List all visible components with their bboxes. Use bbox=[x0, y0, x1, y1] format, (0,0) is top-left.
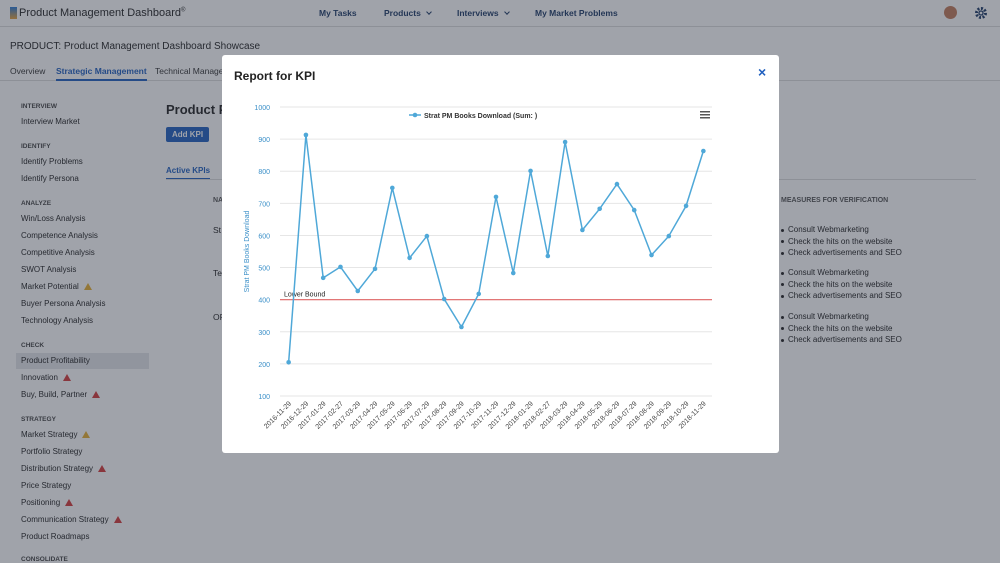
measure-item: Check advertisements and SEO bbox=[788, 291, 902, 301]
nav-item[interactable]: Interviews bbox=[457, 8, 510, 18]
sidebar-item[interactable]: Positioning bbox=[21, 498, 74, 507]
settings-icon[interactable] bbox=[974, 6, 988, 20]
avatar[interactable] bbox=[944, 6, 957, 19]
bullet bbox=[781, 327, 784, 331]
sidebar-item[interactable]: Portfolio Strategy bbox=[21, 447, 83, 456]
sidebar-item[interactable]: Technology Analysis bbox=[21, 316, 94, 325]
alert-icon bbox=[62, 374, 71, 381]
sidebar-item[interactable]: Competence Analysis bbox=[21, 231, 98, 240]
logo bbox=[10, 7, 17, 19]
sidebar-item[interactable]: Identify Problems bbox=[21, 157, 83, 166]
bullet bbox=[781, 315, 784, 319]
alert-icon bbox=[83, 283, 92, 290]
sidebar-item[interactable]: Product Roadmaps bbox=[21, 532, 90, 541]
modal-title: Report for KPI bbox=[234, 69, 316, 83]
measure-item: Check advertisements and SEO bbox=[788, 335, 902, 345]
alert-icon bbox=[82, 431, 91, 438]
brand[interactable]: Product Management Dashboard® bbox=[19, 7, 185, 19]
sidebar-item[interactable]: Market Potential bbox=[21, 282, 92, 291]
measure-item: Consult Webmarketing bbox=[788, 312, 869, 321]
sidebar-item[interactable]: Price Strategy bbox=[21, 481, 72, 490]
sidebar-item[interactable]: Win/Loss Analysis bbox=[21, 214, 86, 223]
sidebar-item[interactable]: Market Strategy bbox=[21, 430, 91, 439]
measure-item: Consult Webmarketing bbox=[788, 225, 869, 234]
sidebar-heading: INTERVIEW bbox=[21, 103, 57, 110]
sidebar-item[interactable]: Innovation bbox=[21, 373, 71, 382]
bullet bbox=[781, 251, 784, 255]
alert-icon bbox=[113, 516, 122, 523]
modal: Report for KPI × bbox=[222, 55, 779, 453]
nav-item[interactable]: My Market Problems bbox=[535, 8, 618, 18]
row-name: OF bbox=[213, 312, 225, 322]
brand-mark: ® bbox=[181, 7, 186, 14]
bullet bbox=[781, 283, 784, 287]
sidebar-item[interactable]: Communication Strategy bbox=[21, 515, 122, 524]
tab[interactable]: Technical Manage bbox=[155, 66, 224, 76]
bullet bbox=[781, 228, 784, 232]
measure-item: Check the hits on the website bbox=[788, 236, 893, 246]
page-heading: Product Pr bbox=[166, 102, 233, 117]
top-bar bbox=[0, 0, 1000, 27]
measure-item: Consult Webmarketing bbox=[788, 268, 869, 277]
sidebar-item[interactable]: Buyer Persona Analysis bbox=[21, 299, 106, 308]
product-title: PRODUCT: Product Management Dashboard Sh… bbox=[10, 41, 261, 52]
sidebar-item[interactable]: Competitive Analysis bbox=[21, 248, 95, 257]
bullet bbox=[781, 338, 784, 342]
sidebar-heading: STRATEGY bbox=[21, 416, 56, 423]
brand-text: Product Management Dashboard bbox=[19, 7, 182, 19]
sidebar-item[interactable]: Buy, Build, Partner bbox=[21, 390, 101, 399]
sidebar-item[interactable]: Product Profitability bbox=[21, 356, 90, 365]
nav-item[interactable]: Products bbox=[384, 8, 432, 18]
nav-item[interactable]: My Tasks bbox=[319, 8, 357, 18]
sidebar-heading: CHECK bbox=[21, 342, 45, 349]
row-name: Te bbox=[213, 268, 222, 278]
bullet bbox=[781, 294, 784, 298]
alert-icon bbox=[98, 465, 107, 472]
close-button[interactable]: × bbox=[758, 64, 767, 80]
measure-item: Check advertisements and SEO bbox=[788, 248, 902, 258]
column-header: MEASURES FOR VERIFICATION bbox=[781, 197, 889, 204]
add-kpi-button[interactable]: Add KPI bbox=[166, 127, 210, 142]
sidebar-item[interactable]: Interview Market bbox=[21, 117, 80, 126]
bullet bbox=[781, 271, 784, 275]
tab[interactable]: Overview bbox=[10, 66, 46, 76]
column-header: NA bbox=[213, 197, 224, 204]
measure-item: Check the hits on the website bbox=[788, 279, 893, 289]
sidebar-heading: CONSOLIDATE bbox=[21, 556, 68, 563]
tab[interactable]: Strategic Management bbox=[56, 66, 147, 81]
bullet bbox=[781, 240, 784, 244]
row-name: St bbox=[213, 225, 222, 235]
measure-item: Check the hits on the website bbox=[788, 323, 893, 333]
sidebar-item[interactable]: Distribution Strategy bbox=[21, 464, 107, 473]
sidebar-active bbox=[16, 353, 149, 369]
sidebar-item[interactable]: Identify Persona bbox=[21, 174, 79, 183]
sidebar-heading: IDENTIFY bbox=[21, 143, 51, 150]
alert-icon bbox=[92, 391, 101, 398]
alert-icon bbox=[65, 499, 74, 506]
sidebar-item[interactable]: SWOT Analysis bbox=[21, 265, 77, 274]
sidebar-heading: ANALYZE bbox=[21, 200, 52, 207]
